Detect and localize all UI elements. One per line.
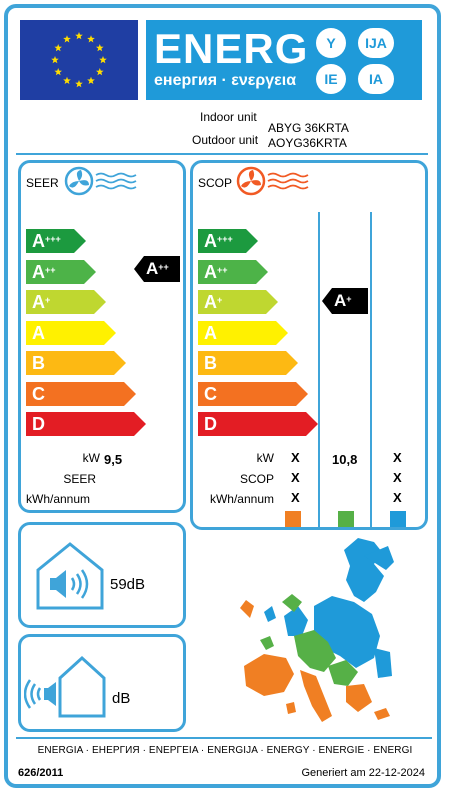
indoor-unit-model: ABYG 36KRTA [268,121,349,135]
outdoor-noise-value: dB [112,690,131,707]
seer-title: SEER [26,176,59,190]
seer-rating-marker: A++ [134,256,180,282]
eu-star-icon [99,56,107,64]
scop-scop-label: SCOP [239,472,274,486]
warmer-scop-value: X [393,470,402,485]
energy-header: ENERG енергия · ενεργεια Y IJA IE IA [146,20,422,100]
seer-kw-value: 9,5 [104,452,123,467]
regulation-number: 626/2011 [18,767,64,779]
scop-kwh-label: kWh/annum [209,492,274,506]
colder-scop-value: X [291,470,300,485]
seer-class-bar: B [26,351,126,375]
warmer-kwh-value: X [393,490,402,505]
colder-kwh-value: X [291,490,300,505]
suffix-bubble-ija: IJA [358,28,394,58]
heating-fan-icon [236,166,309,196]
indoor-unit-label: Indoor unit [200,110,257,124]
eu-star-icon [75,32,83,40]
scop-class-label: B [204,353,217,373]
seer-rating-text: A++ [146,258,169,280]
outdoor-unit-label: Outdoor unit [192,133,259,147]
energ-subtitle: енергия · ενεργεια [154,72,297,89]
warmer-zone-swatch [390,511,406,527]
cooling-fan-icon [64,166,137,196]
indoor-noise-value: 59dB [110,576,146,593]
eu-star-icon [54,68,62,76]
scop-class-bar: B [198,351,298,375]
seer-class-label: C [32,383,45,404]
scop-rating-value: A+ [334,291,352,310]
scop-class-bar: A++ [198,259,268,284]
seer-class-bar: C [26,381,136,406]
seer-class-bar: A+++ [26,229,86,253]
scop-class-label: A+++ [204,231,233,251]
scop-title: SCOP [198,176,233,190]
outdoor-noise-panel [18,634,186,732]
seer-kwh-label: kWh/annum [26,492,91,506]
scop-rating-text: A+ [334,290,352,312]
scop-class-bar: A+++ [198,229,258,253]
eu-star-icon [96,44,104,52]
seer-seer-label: SEER [63,472,96,486]
eu-star-icon [51,56,59,64]
average-kw-value: 10,8 [332,452,358,467]
eu-stars-icon [51,32,107,88]
scop-class-label: A [204,322,217,343]
seer-class-bar: D [26,412,146,436]
scop-class-label: A+ [204,292,223,312]
seer-class-label: D [32,414,45,434]
zone-divider-1 [318,212,320,528]
outdoor-unit-model: AOYG36KRTA [268,136,347,150]
scop-class-label: C [204,383,217,404]
scop-rating-marker: A+ [322,288,368,314]
suffix-bubble-y: Y [316,28,346,58]
eu-star-icon [54,44,62,52]
eu-flag [20,20,138,100]
warmer-kw-value: X [393,450,402,465]
scop-class-label: A++ [204,261,228,282]
indoor-noise-panel [18,522,186,628]
eu-star-icon [96,68,104,76]
seer-class-label: A [32,322,45,343]
seer-class-label: A+ [32,292,51,312]
scop-panel [190,160,428,530]
eu-star-icon [75,80,83,88]
scop-class-bar: C [198,381,308,406]
eu-star-icon [87,35,95,43]
eu-star-icon [63,76,71,84]
seer-class-bar: A++ [26,259,96,284]
seer-panel [18,160,186,513]
generated-date: Generiert am 22-12-2024 [301,767,425,779]
europe-climate-map [240,538,394,722]
footer-divider [16,737,432,739]
eu-star-icon [87,76,95,84]
eu-star-icon [63,35,71,43]
seer-class-label: A+++ [32,231,61,251]
seer-kw-label: kW [82,451,100,465]
energ-title: ENERG [154,25,309,72]
energy-label-frame [4,4,441,788]
average-zone-swatch [338,511,354,527]
scop-kw-label: kW [256,451,274,465]
seer-rating-value: A++ [146,259,169,278]
seer-class-label: A++ [32,261,56,282]
seer-class-bar: A+ [26,290,106,314]
header-divider [16,153,428,155]
suffix-bubble-ia: IA [358,64,394,94]
scop-class-bar: D [198,412,318,436]
seer-class-label: B [32,353,45,373]
scop-class-bar: A [198,320,288,345]
scop-class-label: D [204,414,217,434]
colder-kw-value: X [291,450,300,465]
suffix-bubble-ie: IE [316,64,346,94]
outdoor-speaker-house-icon [24,655,106,718]
seer-class-bar: A [26,320,116,345]
footer-languages: ENERGIA · ЕНЕРГИЯ · ΕΝΕΡΓΕΙΑ · ENERGIJA … [37,745,413,756]
colder-zone-swatch [285,511,301,527]
scop-class-bar: A+ [198,290,278,314]
zone-divider-2 [370,212,372,528]
indoor-speaker-house-icon [36,542,104,610]
